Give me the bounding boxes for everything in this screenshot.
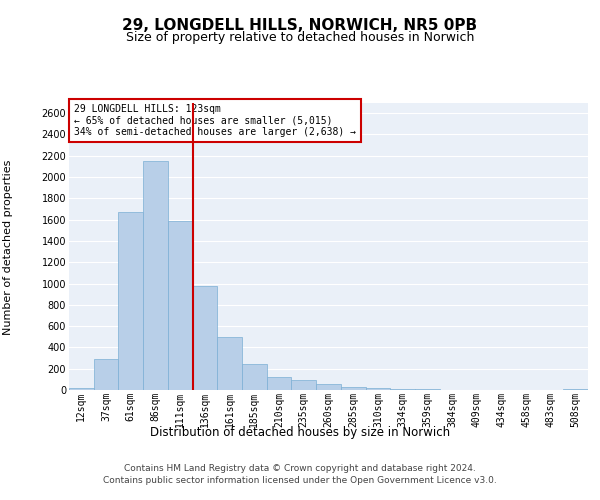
- Bar: [143, 161, 168, 390]
- Text: Contains HM Land Registry data © Crown copyright and database right 2024.: Contains HM Land Registry data © Crown c…: [124, 464, 476, 473]
- Bar: [168, 220, 193, 390]
- Bar: [118, 212, 143, 390]
- Bar: [193, 286, 217, 390]
- Bar: [365, 388, 390, 390]
- Bar: [267, 377, 292, 390]
- Bar: [390, 389, 415, 390]
- Text: Number of detached properties: Number of detached properties: [3, 160, 13, 335]
- Bar: [217, 337, 242, 390]
- Text: Contains public sector information licensed under the Open Government Licence v3: Contains public sector information licen…: [103, 476, 497, 485]
- Text: Size of property relative to detached houses in Norwich: Size of property relative to detached ho…: [126, 31, 474, 44]
- Bar: [242, 364, 267, 390]
- Bar: [94, 359, 118, 390]
- Text: 29 LONGDELL HILLS: 123sqm
← 65% of detached houses are smaller (5,015)
34% of se: 29 LONGDELL HILLS: 123sqm ← 65% of detac…: [74, 104, 356, 137]
- Bar: [69, 388, 94, 390]
- Bar: [292, 380, 316, 390]
- Bar: [316, 384, 341, 390]
- Text: 29, LONGDELL HILLS, NORWICH, NR5 0PB: 29, LONGDELL HILLS, NORWICH, NR5 0PB: [122, 18, 478, 32]
- Text: Distribution of detached houses by size in Norwich: Distribution of detached houses by size …: [150, 426, 450, 439]
- Bar: [341, 387, 365, 390]
